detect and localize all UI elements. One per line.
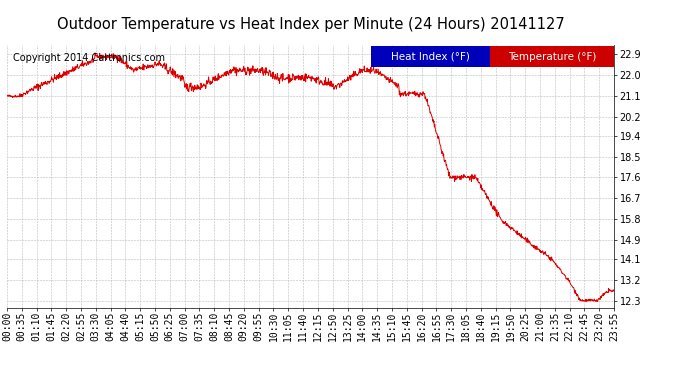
Text: Copyright 2014 Cartronics.com: Copyright 2014 Cartronics.com <box>13 53 165 63</box>
FancyBboxPatch shape <box>490 46 614 68</box>
Text: Outdoor Temperature vs Heat Index per Minute (24 Hours) 20141127: Outdoor Temperature vs Heat Index per Mi… <box>57 17 564 32</box>
Text: Heat Index (°F): Heat Index (°F) <box>391 52 470 62</box>
Text: Temperature (°F): Temperature (°F) <box>508 52 596 62</box>
FancyBboxPatch shape <box>371 46 490 68</box>
